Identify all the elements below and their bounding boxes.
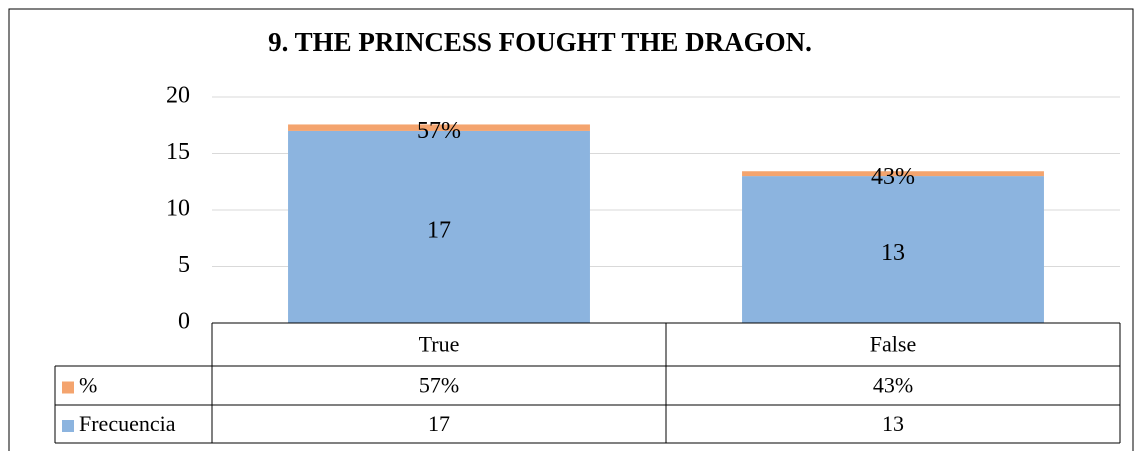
table-cell: 57% [419,373,459,398]
data-label: 17 [427,217,451,243]
table-cell: 17 [428,411,450,436]
data-label: 43% [871,164,915,190]
chart-title: 9. THE PRINCESS FOUGHT THE DRAGON. [268,27,812,57]
table-cell: 13 [882,411,904,436]
bar-segment [288,130,590,323]
y-tick-label: 0 [178,309,190,335]
chart-border [8,8,1134,451]
legend-swatch [62,381,74,394]
y-tick-label: 20 [166,83,190,109]
bar-segment [288,124,590,131]
y-tick-label: 5 [178,252,190,278]
legend-swatch [62,420,74,432]
legend-label: % [79,373,97,398]
y-tick-label: 10 [166,196,190,222]
bar-segment [742,176,1044,323]
x-tick-label: True [419,332,460,357]
data-label: 13 [881,240,905,266]
data-label: 57% [417,118,461,144]
table-cell: 43% [873,373,913,398]
y-tick-label: 15 [166,139,190,165]
x-tick-label: False [870,332,916,357]
bar-segment [742,171,1044,177]
legend-label: Frecuencia [79,411,176,436]
